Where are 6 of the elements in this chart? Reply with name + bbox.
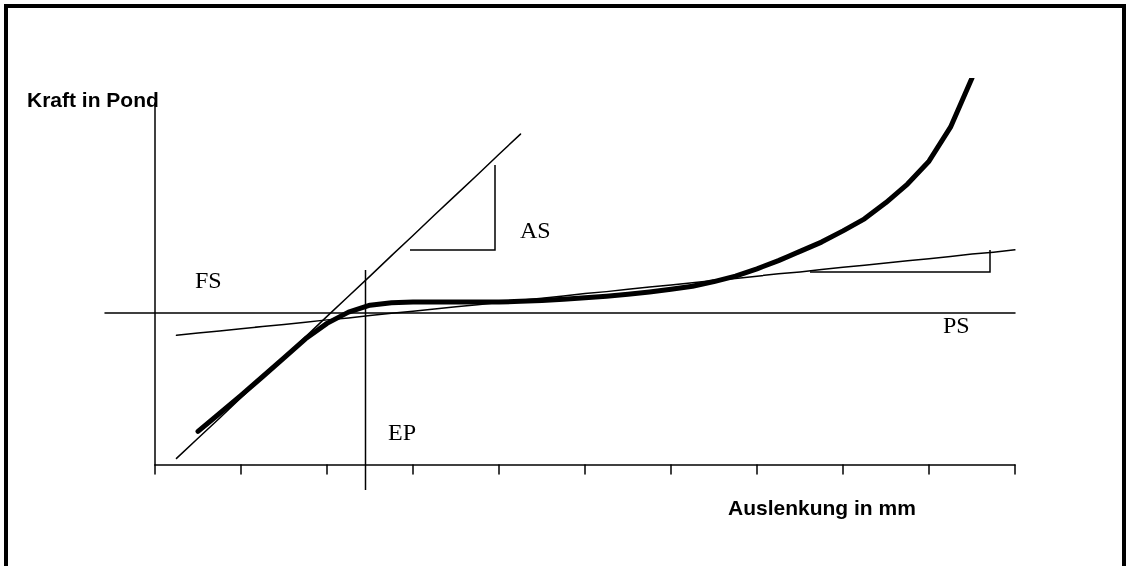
annotation: EP	[388, 418, 417, 446]
annotation: PS	[943, 311, 970, 339]
annotation: AS	[520, 216, 551, 244]
annotation: FS	[195, 266, 222, 294]
y-axis-title: Kraft in Pond	[27, 88, 159, 112]
x-axis-title: Auslenkung in mm	[728, 496, 916, 520]
